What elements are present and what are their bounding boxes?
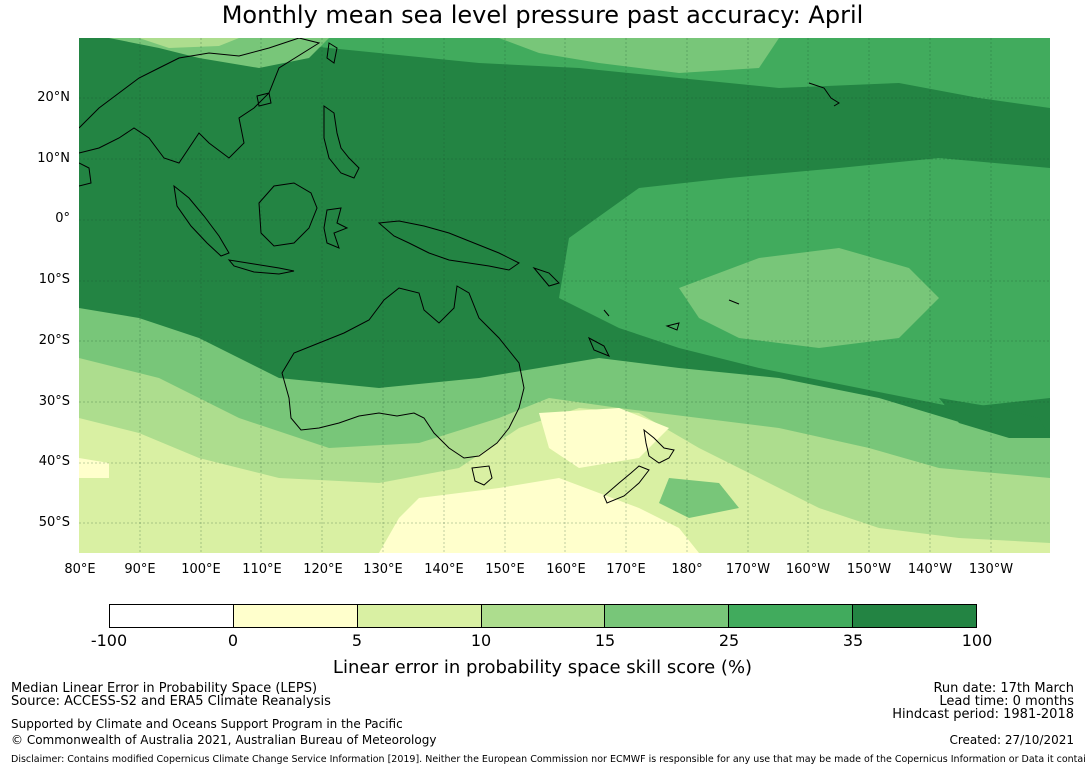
lon-label: 150°W xyxy=(846,562,892,577)
lon-label: 140°E xyxy=(424,562,464,577)
colorbar-segment xyxy=(729,605,854,627)
colorbar-segment xyxy=(357,605,482,627)
lat-label: 40°S xyxy=(38,454,70,469)
graticule xyxy=(79,38,1050,553)
lon-label: 170°W xyxy=(725,562,771,577)
skill-region-15-25 xyxy=(659,478,739,518)
skill-region-15-25 xyxy=(679,248,939,348)
chart-title: Monthly mean sea level pressure past acc… xyxy=(221,1,864,29)
colorbar-tick-label: 25 xyxy=(718,631,740,650)
colorbar-tick-label: 5 xyxy=(351,631,363,650)
footer-disclaimer: Disclaimer: Contains modified Copernicus… xyxy=(11,754,1085,765)
hainan-coastline xyxy=(256,92,272,107)
solomon-islands-coastline xyxy=(532,266,560,287)
footer-lead-time: Lead time: 0 months xyxy=(939,694,1074,709)
borneo-coastline xyxy=(258,182,318,247)
lat-label: 10°S xyxy=(38,272,70,287)
colorbar-segment xyxy=(233,605,358,627)
lon-label: 130°E xyxy=(363,562,403,577)
colorbar-tick-label: 0 xyxy=(227,631,239,650)
footer-support: Supported by Climate and Oceans Support … xyxy=(11,717,403,731)
lat-label: 50°S xyxy=(38,515,70,530)
lon-label: 180° xyxy=(671,562,703,577)
colorbar-segment xyxy=(853,605,977,627)
skill-region-35-100 xyxy=(939,398,1050,438)
colorbar xyxy=(109,604,977,628)
lon-label: 160°E xyxy=(546,562,586,577)
map-canvas xyxy=(79,38,1050,553)
new-zealand-south-island xyxy=(603,465,650,504)
se-asia-coastline xyxy=(79,38,321,164)
lon-label: 130°W xyxy=(968,562,1014,577)
lon-label: 80°E xyxy=(64,562,96,577)
footer-source: Source: ACCESS-S2 and ERA5 Climate Reana… xyxy=(11,694,331,709)
lat-label: 10°N xyxy=(37,151,70,166)
skill-region-10-15 xyxy=(139,38,239,48)
footer-leps-label: Median Linear Error in Probability Space… xyxy=(11,681,318,696)
lon-label: 90°E xyxy=(124,562,156,577)
lon-label: 140°W xyxy=(907,562,953,577)
tasmania-coastline xyxy=(471,465,493,486)
colorbar-segment xyxy=(481,605,606,627)
sri-lanka-coastline xyxy=(79,162,92,187)
colorbar-tick-label: 100 xyxy=(961,631,993,650)
colorbar-tick-label: 15 xyxy=(594,631,616,650)
colorbar-title: Linear error in probability space skill … xyxy=(332,657,753,678)
skill-region-25-35 xyxy=(79,38,1050,108)
java-coastline xyxy=(227,259,295,275)
footer-copyright: © Commonwealth of Australia 2021, Austra… xyxy=(11,733,437,747)
new-guinea-coastline xyxy=(377,220,520,271)
philippines-coastline xyxy=(323,105,360,179)
colorbar-tick-label: -100 xyxy=(90,631,128,650)
colorbar-tick-label: 35 xyxy=(842,631,864,650)
australia-coastline xyxy=(281,285,525,459)
skill-region-0-5 xyxy=(539,408,669,468)
new-caledonia-coastline xyxy=(588,336,611,357)
lat-label: 30°S xyxy=(38,394,70,409)
lon-label: 110°E xyxy=(242,562,282,577)
lon-label: 160°W xyxy=(785,562,831,577)
footer-hindcast-period: Hindcast period: 1981-2018 xyxy=(892,707,1074,722)
lat-label: 0° xyxy=(55,211,70,226)
lon-label: 170°E xyxy=(606,562,646,577)
skill-region-0-5 xyxy=(79,458,109,478)
skill-score-map xyxy=(79,38,1050,553)
lon-label: 150°E xyxy=(485,562,525,577)
footer-created: Created: 27/10/2021 xyxy=(949,733,1074,747)
lat-label: 20°N xyxy=(37,90,70,105)
coastlines xyxy=(79,38,840,504)
footer-run-date: Run date: 17th March xyxy=(933,681,1074,696)
sulawesi-coastline xyxy=(323,207,349,249)
colorbar-segment xyxy=(605,605,730,627)
taiwan-coastline xyxy=(326,42,338,64)
fiji-coastline xyxy=(665,322,680,331)
new-zealand-north-island xyxy=(643,428,675,464)
lon-label: 100°E xyxy=(181,562,221,577)
vanuatu-coastline xyxy=(603,309,610,317)
samoa-coastline xyxy=(728,299,740,305)
sumatra-coastline xyxy=(173,184,230,257)
skill-region-0-5 xyxy=(379,478,699,553)
lon-label: 120°E xyxy=(303,562,343,577)
hawaii-coastline xyxy=(808,82,840,107)
lat-label: 20°S xyxy=(38,333,70,348)
colorbar-segment xyxy=(110,605,234,627)
skill-region-15-25 xyxy=(499,38,779,73)
colorbar-tick-label: 10 xyxy=(470,631,492,650)
